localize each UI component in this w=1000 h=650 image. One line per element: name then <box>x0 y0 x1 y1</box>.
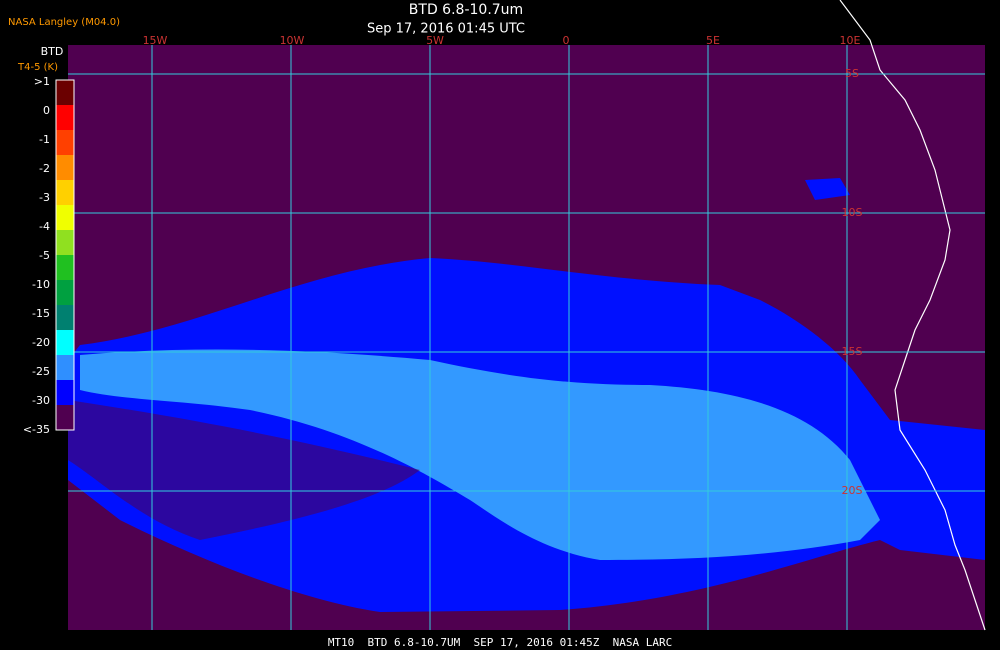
longitude-label: 5W <box>426 34 444 47</box>
longitude-label: 15W <box>143 34 168 47</box>
legend-label: -5 <box>39 249 50 262</box>
source-label: NASA Langley (M04.0) <box>8 17 120 28</box>
longitude-label: 10W <box>280 34 305 47</box>
legend-label: 0 <box>43 104 50 117</box>
legend-swatch <box>56 155 74 181</box>
footer: MT10 BTD 6.8-10.7UM SEP 17, 2016 01:45Z … <box>328 636 672 649</box>
legend-title: BTD <box>41 45 64 58</box>
legend-swatch <box>56 255 74 281</box>
cloud-core <box>80 349 880 560</box>
latitude-label: 20S <box>842 484 863 497</box>
latitude-label: 10S <box>842 206 863 219</box>
legend-label: -1 <box>39 133 50 146</box>
legend-swatch <box>56 405 74 431</box>
legend-label: -20 <box>32 336 50 349</box>
legend-swatch <box>56 130 74 156</box>
legend-frame <box>55 79 75 431</box>
clear-gaps <box>68 400 420 540</box>
legend-swatch <box>56 280 74 306</box>
latitude-label: 15S <box>842 345 863 358</box>
legend-swatch <box>56 380 74 406</box>
cloud-patch <box>805 178 850 200</box>
longitude-label: 0 <box>563 34 570 47</box>
imagery <box>68 0 986 631</box>
legend-label: <-35 <box>23 423 50 436</box>
longitude-label: 5E <box>706 34 720 47</box>
legend-unit: T4-5 (K) <box>17 62 58 73</box>
legend-swatch <box>56 305 74 331</box>
legend-swatch <box>56 80 74 106</box>
legend-swatch <box>56 205 74 231</box>
graticule <box>68 45 985 630</box>
legend-swatch <box>56 230 74 256</box>
legend-swatch <box>56 105 74 131</box>
coastline <box>839 0 986 631</box>
legend-label: -30 <box>32 394 50 407</box>
legend-swatch <box>56 355 74 381</box>
legend-label: -2 <box>39 162 50 175</box>
legend-label: -4 <box>39 220 50 233</box>
latitude-label: 5S <box>845 67 859 80</box>
legend-label: -25 <box>32 365 50 378</box>
legend-label: -10 <box>32 278 50 291</box>
title: BTD 6.8-10.7um <box>409 2 523 18</box>
subtitle: Sep 17, 2016 01:45 UTC <box>367 22 525 37</box>
legend-swatch <box>56 180 74 206</box>
longitude-label: 10E <box>840 34 861 47</box>
legend-swatch <box>56 330 74 356</box>
legend-label: -3 <box>39 191 50 204</box>
legend-label: >1 <box>34 75 50 88</box>
legend-label: -15 <box>32 307 50 320</box>
